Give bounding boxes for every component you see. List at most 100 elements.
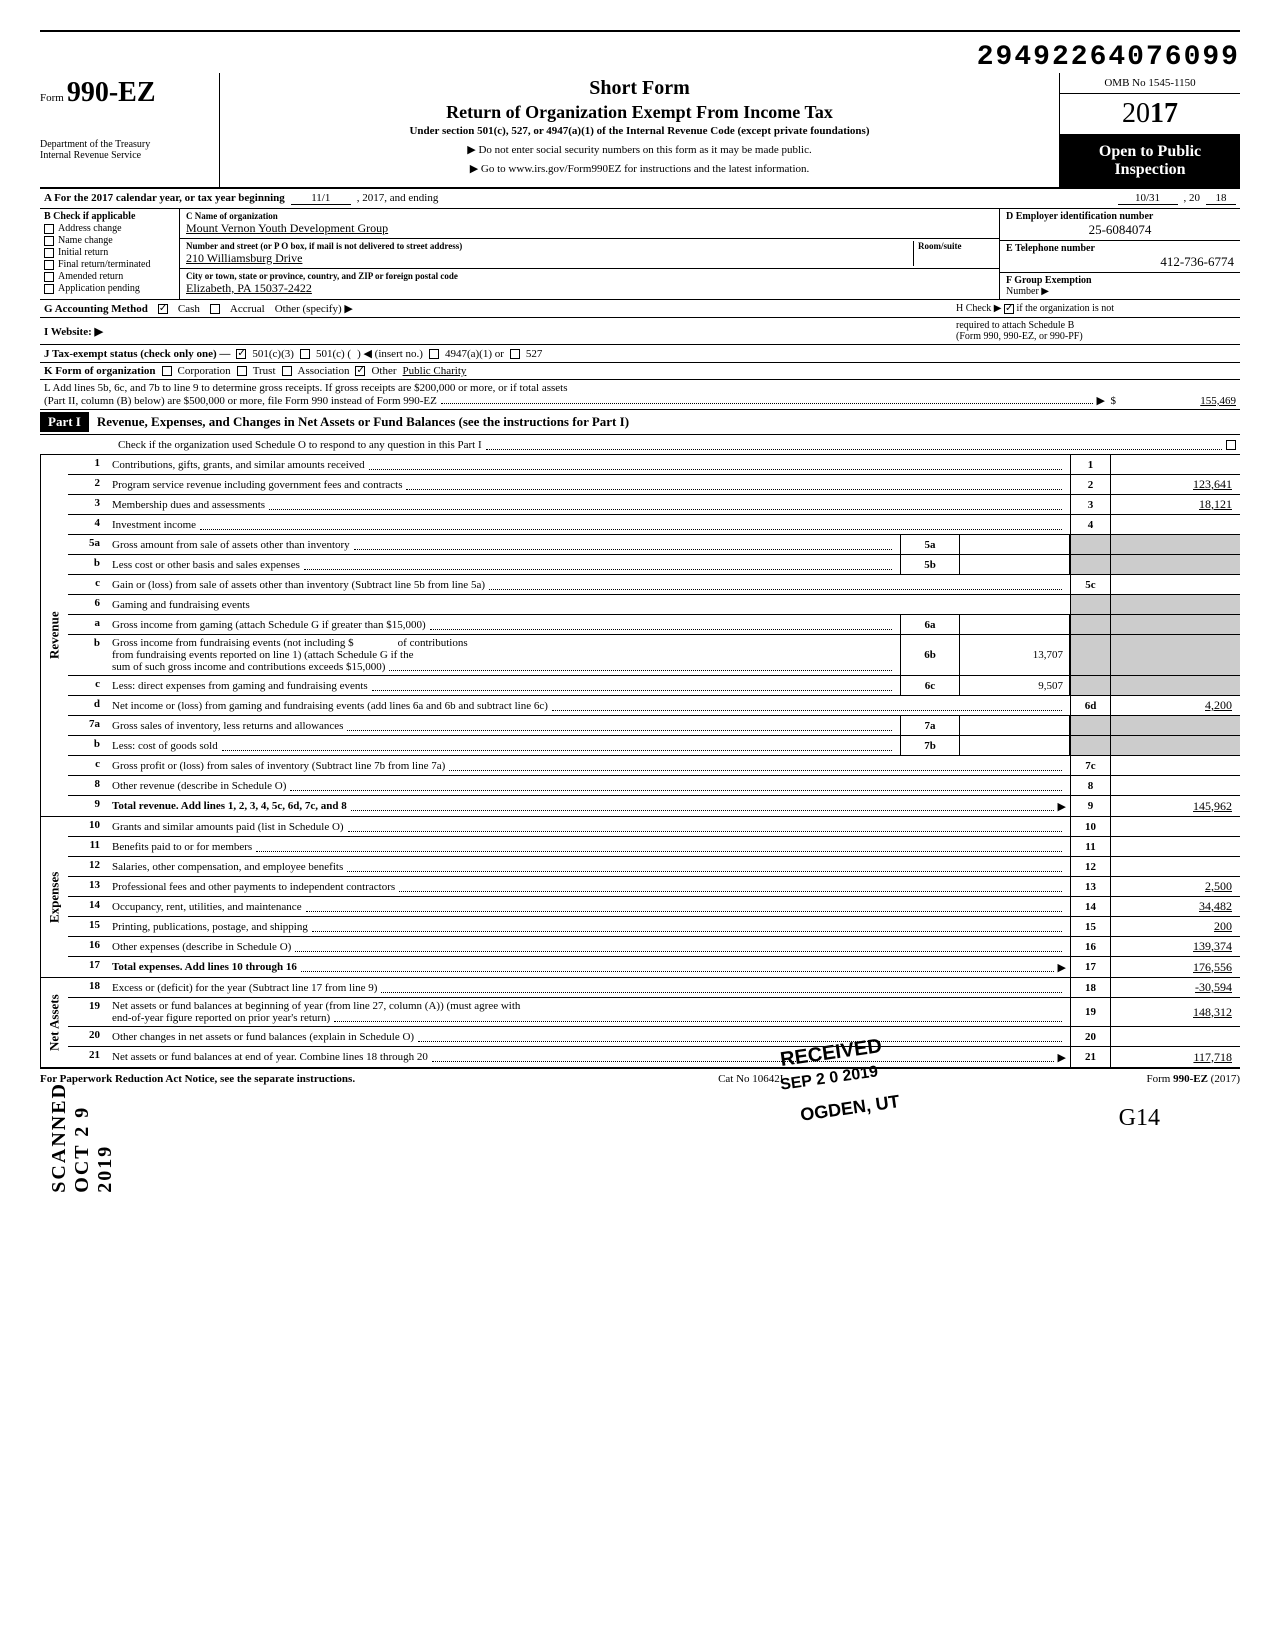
- header-title-block: Short Form Return of Organization Exempt…: [220, 73, 1060, 187]
- ln-13: 13: [68, 877, 108, 896]
- col-b-header: B Check if applicable: [44, 211, 135, 222]
- desc-18: Excess or (deficit) for the year (Subtra…: [112, 982, 377, 994]
- desc-15: Printing, publications, postage, and shi…: [112, 921, 308, 933]
- desc-3: Membership dues and assessments: [112, 499, 265, 511]
- footer-right: Form 990-EZ (2017): [1146, 1073, 1240, 1085]
- amt-8: [1110, 776, 1240, 795]
- ln-16: 16: [68, 937, 108, 956]
- form-number: 990-EZ: [67, 77, 156, 108]
- chk-amended-return[interactable]: [44, 272, 54, 282]
- col-b: B Check if applicable Address change Nam…: [40, 209, 180, 299]
- chk-application-pending[interactable]: [44, 284, 54, 294]
- ln-3: 3: [68, 495, 108, 514]
- desc-6: Gaming and fundraising events: [112, 599, 250, 611]
- sv-6b: 13,707: [960, 635, 1070, 675]
- lbl-name-change: Name change: [58, 235, 113, 246]
- rn-5b-shaded: [1070, 555, 1110, 574]
- handwritten-initials: G14: [40, 1105, 1240, 1132]
- ln-9: 9: [68, 796, 108, 816]
- col-d: D Employer identification number 25-6084…: [1000, 209, 1240, 299]
- sn-7b: 7b: [900, 736, 960, 755]
- ln-15: 15: [68, 917, 108, 936]
- rn-12: 12: [1070, 857, 1110, 876]
- ln-12: 12: [68, 857, 108, 876]
- chk-schedule-b[interactable]: [1004, 304, 1014, 314]
- line-l-arrow: ▶: [1097, 394, 1105, 407]
- desc-6b-2: of contributions: [398, 637, 468, 649]
- ln-6b: b: [68, 635, 108, 675]
- lbl-trust: Trust: [253, 365, 276, 377]
- amt-5a-shaded: [1110, 535, 1240, 554]
- sv-5b: [960, 555, 1070, 574]
- chk-4947[interactable]: [429, 349, 439, 359]
- lbl-initial-return: Initial return: [58, 247, 108, 258]
- chk-other-org[interactable]: [355, 366, 365, 376]
- tax-year: 2017: [1060, 94, 1240, 135]
- chk-527[interactable]: [510, 349, 520, 359]
- ln-6c: c: [68, 676, 108, 695]
- chk-trust[interactable]: [237, 366, 247, 376]
- ln-7c: c: [68, 756, 108, 775]
- line-h-text1: if the organization is not: [1016, 303, 1114, 314]
- chk-initial-return[interactable]: [44, 248, 54, 258]
- rn-1: 1: [1070, 455, 1110, 474]
- amt-5c: [1110, 575, 1240, 594]
- ln-5b: b: [68, 555, 108, 574]
- section-netassets: Net Assets: [40, 978, 68, 1067]
- amt-16: 139,374: [1110, 937, 1240, 956]
- dln-number: 29492264076099: [977, 42, 1240, 73]
- dept-treasury: Department of the Treasury: [40, 139, 213, 150]
- rn-13: 13: [1070, 877, 1110, 896]
- addr-label: Number and street (or P O box, if mail i…: [186, 241, 913, 251]
- line-i-label: I Website: ▶: [44, 326, 103, 338]
- amt-1: [1110, 455, 1240, 474]
- desc-6b-4: sum of such gross income and contributio…: [112, 661, 385, 673]
- amt-11: [1110, 837, 1240, 856]
- desc-5c: Gain or (loss) from sale of assets other…: [112, 579, 485, 591]
- chk-accrual[interactable]: [210, 304, 220, 314]
- chk-501c3[interactable]: [236, 349, 246, 359]
- amt-18: -30,594: [1110, 978, 1240, 997]
- amt-17: 176,556: [1110, 957, 1240, 977]
- rn-7b-shaded: [1070, 736, 1110, 755]
- end-date: 10/31: [1118, 192, 1178, 205]
- desc-7c: Gross profit or (loss) from sales of inv…: [112, 760, 445, 772]
- amt-15: 200: [1110, 917, 1240, 936]
- return-title: Return of Organization Exempt From Incom…: [228, 102, 1051, 123]
- rn-17: 17: [1070, 957, 1110, 977]
- omb-number: OMB No 1545-1150: [1060, 73, 1240, 94]
- sn-7a: 7a: [900, 716, 960, 735]
- lbl-other-org: Other: [371, 365, 396, 377]
- rn-7a-shaded: [1070, 716, 1110, 735]
- line-h-text3: (Form 990, 990-EZ, or 990-PF): [956, 331, 1236, 342]
- desc-17: Total expenses. Add lines 10 through 16: [112, 961, 297, 973]
- chk-final-return[interactable]: [44, 260, 54, 270]
- chk-association[interactable]: [282, 366, 292, 376]
- chk-schedule-o[interactable]: [1226, 440, 1236, 450]
- chk-corporation[interactable]: [162, 366, 172, 376]
- open-public-1: Open to Public: [1064, 143, 1236, 161]
- header-right-block: OMB No 1545-1150 2017 Open to Public Ins…: [1060, 73, 1240, 187]
- lbl-4947: 4947(a)(1) or: [445, 348, 504, 360]
- sv-5a: [960, 535, 1070, 554]
- chk-cash[interactable]: [158, 304, 168, 314]
- chk-address-change[interactable]: [44, 224, 54, 234]
- phone-value: 412-736-6774: [1006, 254, 1234, 270]
- ln-5a: 5a: [68, 535, 108, 554]
- rn-21: 21: [1070, 1047, 1110, 1067]
- amt-6a-shaded: [1110, 615, 1240, 634]
- form-id-block: Form 990-EZ Department of the Treasury I…: [40, 73, 220, 187]
- ln-19: 19: [68, 998, 108, 1026]
- chk-name-change[interactable]: [44, 236, 54, 246]
- lbl-cash: Cash: [178, 303, 200, 315]
- lbl-501c3: 501(c)(3): [252, 348, 294, 360]
- rn-18: 18: [1070, 978, 1110, 997]
- lbl-final-return: Final return/terminated: [58, 259, 150, 270]
- rn-5c: 5c: [1070, 575, 1110, 594]
- desc-11: Benefits paid to or for members: [112, 841, 252, 853]
- part1-title: Revenue, Expenses, and Changes in Net As…: [89, 414, 629, 430]
- section-expenses: Expenses: [40, 817, 68, 977]
- section-revenue: Revenue: [40, 455, 68, 816]
- chk-501c[interactable]: [300, 349, 310, 359]
- dept-irs: Internal Revenue Service: [40, 150, 213, 161]
